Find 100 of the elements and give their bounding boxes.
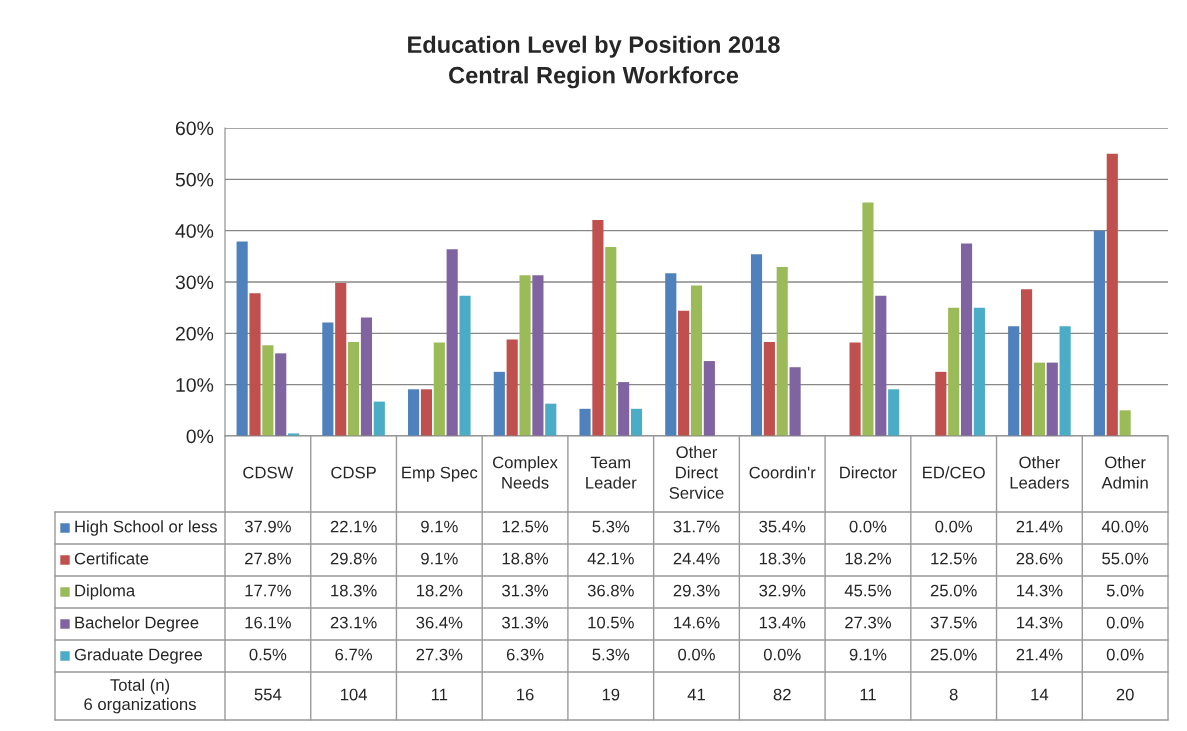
- bar: [875, 295, 887, 436]
- x-tick-label: Other Direct Service: [669, 445, 724, 499]
- x-tick-label: Other Admin: [1101, 456, 1148, 489]
- chart-title: Education Level by Position 2018 Central Region Workforce: [408, 35, 780, 89]
- data-label: 45.5%: [844, 584, 891, 597]
- legend-label: Certificate: [74, 552, 149, 565]
- bar: [789, 367, 801, 436]
- x-tick-label: Coordin'r: [749, 466, 816, 479]
- bar: [849, 342, 861, 436]
- x-tick-label: Complex Needs: [493, 456, 558, 489]
- data-label: 18.3%: [331, 584, 377, 597]
- data-label: 23.1%: [330, 616, 377, 629]
- bar: [1119, 410, 1131, 436]
- legend-label: Graduate Degree: [74, 648, 203, 664]
- bar: [275, 353, 287, 436]
- data-label: 21.4%: [1016, 520, 1063, 533]
- data-label: 36.4%: [416, 616, 463, 629]
- data-label: 40.0%: [1101, 520, 1149, 533]
- data-label: 16.1%: [245, 616, 291, 629]
- bar: [605, 247, 617, 436]
- bar: [750, 254, 763, 436]
- data-label: 12.5%: [931, 552, 977, 565]
- bar: [703, 361, 715, 436]
- data-label: 29.8%: [330, 552, 377, 565]
- y-tick-label: 10%: [176, 378, 214, 392]
- bar: [360, 317, 373, 436]
- bar: [348, 342, 360, 436]
- x-tick-label: Team Leader: [586, 456, 637, 489]
- bar: [373, 401, 385, 436]
- data-label: 29.3%: [673, 584, 720, 597]
- data-label: 32.9%: [759, 584, 806, 597]
- data-label: 0.0%: [678, 648, 715, 661]
- x-tick-label: CDSW: [243, 466, 294, 479]
- y-tick-label: 30%: [175, 275, 214, 290]
- y-tick-label: 60%: [175, 121, 214, 136]
- bar: [532, 275, 544, 436]
- bar: [408, 389, 420, 436]
- bar: [262, 345, 274, 436]
- text: 82: [773, 688, 791, 701]
- data-label: 27.8%: [245, 552, 291, 565]
- text: 11: [860, 688, 876, 701]
- data-label: 28.6%: [1016, 552, 1063, 565]
- x-tick-label: Emp Spec: [402, 466, 478, 482]
- data-label: 0.0%: [849, 520, 887, 533]
- bar: [776, 267, 788, 436]
- bar: [948, 307, 960, 436]
- data-label: 0.5%: [249, 648, 287, 661]
- data-label: 31.3%: [502, 616, 549, 629]
- bar: [763, 342, 775, 436]
- data-label: 18.2%: [845, 552, 891, 565]
- x-tick-label: ED/CEO: [923, 466, 985, 479]
- y-tick-label: 0%: [186, 429, 214, 444]
- data-label: 27.3%: [845, 616, 891, 629]
- bar: [618, 382, 630, 436]
- text: 554: [254, 688, 282, 701]
- bar: [1033, 362, 1045, 436]
- data-label: 35.4%: [759, 520, 806, 533]
- data-label: 10.5%: [588, 616, 634, 629]
- bar: [1008, 326, 1020, 436]
- bar: [1046, 362, 1058, 436]
- bar: [960, 243, 973, 436]
- bar: [935, 371, 947, 436]
- text: 19: [602, 688, 620, 701]
- bar: [1093, 230, 1105, 436]
- bar: [545, 403, 557, 436]
- bar: [678, 310, 690, 436]
- data-label: 42.1%: [587, 552, 634, 565]
- data-label: 37.9%: [244, 520, 291, 533]
- data-label: 5.3%: [592, 648, 630, 661]
- bar: [446, 249, 458, 436]
- data-label: 9.1%: [421, 520, 458, 533]
- data-label: 9.1%: [421, 552, 458, 565]
- data-label: 18.3%: [759, 552, 806, 565]
- text: 41: [687, 688, 705, 701]
- data-label: 25.0%: [930, 648, 977, 661]
- data-label: 18.2%: [416, 584, 463, 597]
- data-label: 31.7%: [673, 520, 720, 533]
- bar: [630, 408, 643, 436]
- data-label: 14.3%: [1017, 584, 1063, 597]
- x-tick-label: Other Leaders: [1010, 456, 1069, 489]
- data-label: 24.4%: [673, 552, 720, 565]
- data-label: 17.7%: [245, 584, 291, 597]
- text: 14: [1031, 688, 1049, 701]
- bar: [1020, 289, 1033, 436]
- data-label: 0.0%: [1106, 648, 1144, 661]
- bar: [862, 202, 874, 436]
- x-tick-label: CDSP: [331, 466, 376, 479]
- text: 11: [431, 688, 448, 701]
- bar: [506, 339, 518, 436]
- bar: [249, 293, 261, 436]
- text: 20: [1116, 688, 1134, 701]
- data-label: 14.3%: [1017, 616, 1063, 629]
- bar: [592, 219, 604, 436]
- bar: [322, 322, 334, 436]
- bar: [1106, 153, 1118, 436]
- bar: [690, 285, 703, 436]
- data-label: 0.0%: [935, 520, 973, 533]
- bar: [665, 273, 677, 436]
- data-label: 6.3%: [506, 648, 544, 661]
- data-label: 9.1%: [849, 648, 887, 661]
